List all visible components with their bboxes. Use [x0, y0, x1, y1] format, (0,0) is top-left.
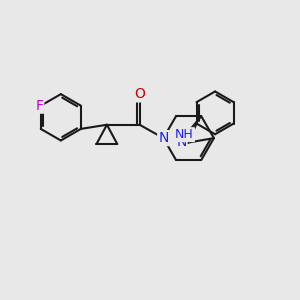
Text: N: N: [176, 135, 187, 149]
Text: N: N: [158, 131, 169, 145]
Text: O: O: [134, 87, 145, 101]
Text: F: F: [35, 99, 43, 113]
Text: NH: NH: [175, 128, 194, 141]
